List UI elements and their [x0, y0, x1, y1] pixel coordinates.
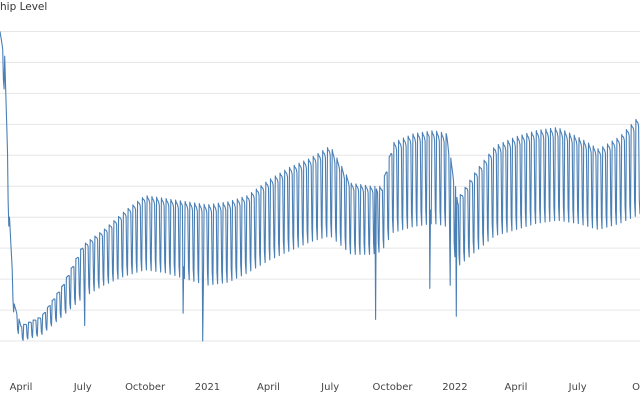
x-tick-label: April [10, 382, 33, 393]
x-axis-ticks: April July October 2021 April July October 2022… [10, 382, 640, 393]
grid-lines [0, 30, 640, 342]
x-tick-label: October [373, 382, 414, 393]
x-tick-label: April [505, 382, 528, 393]
chart-title: hip Level [0, 1, 47, 13]
x-tick-label: 2021 [195, 382, 220, 393]
x-tick-label: April [257, 382, 280, 393]
ridership-line [0, 31, 640, 342]
x-tick-label: 2022 [442, 382, 467, 393]
x-tick-label: October [125, 382, 166, 393]
x-tick-label: July [320, 382, 339, 393]
x-tick-label: O [632, 382, 640, 393]
x-tick-label: July [568, 382, 587, 393]
x-tick-label: July [73, 382, 92, 393]
series-layer [0, 31, 640, 342]
